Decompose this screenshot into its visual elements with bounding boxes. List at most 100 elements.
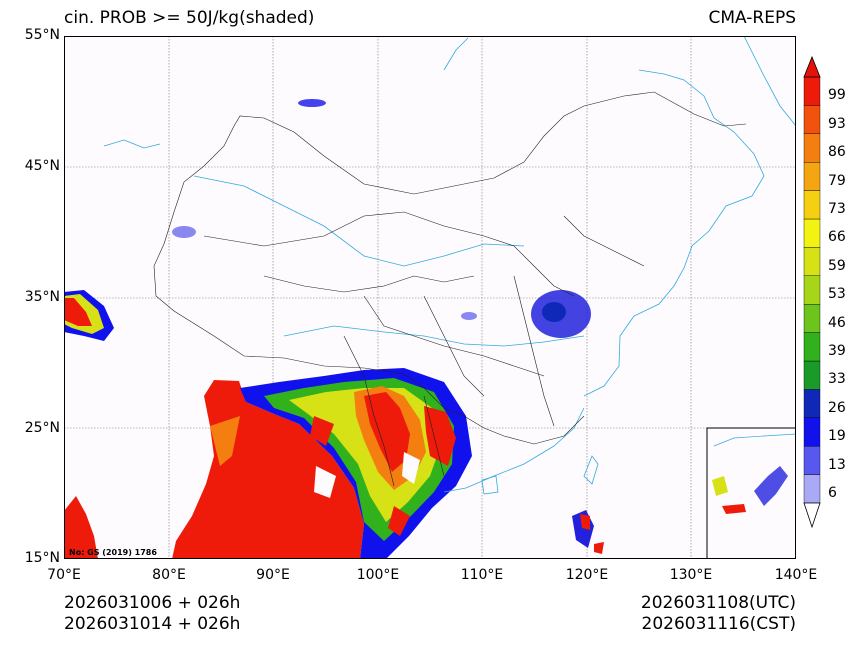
shade-gap-2	[402, 452, 420, 484]
colorbar-box	[803, 218, 821, 248]
colorbar-box	[803, 190, 821, 220]
shade-central-china-core	[542, 302, 566, 322]
shade-gulf-red	[388, 506, 410, 536]
colorbar-labels: 6 13 19 26 33 39 46 53 59 66 73 79 86 93 99	[828, 0, 860, 647]
border-china-south	[153, 243, 585, 445]
colorbar-box	[803, 161, 821, 191]
colorbar-tick-label: 86	[828, 144, 846, 161]
colorbar-tick-label: 73	[828, 201, 846, 217]
colorbar-tick-label: 6	[828, 485, 837, 501]
init-time-utc: 2026031006 + 026h	[64, 593, 241, 613]
map-panel	[64, 36, 796, 559]
colorbar-box	[803, 332, 821, 362]
colorbar-under-arrow	[803, 502, 821, 529]
shade-myanmar-red	[364, 392, 410, 472]
lat-label-15: 15°N	[24, 550, 60, 566]
colorbar-tick-label: 59	[828, 257, 846, 274]
coast-south	[443, 407, 585, 493]
valid-time-utc: 2026031108(UTC)	[640, 593, 796, 613]
lon-label-100: 100°E	[356, 567, 400, 583]
colorbar-tick-label: 53	[828, 286, 846, 303]
colorbar-box	[803, 133, 821, 163]
map-frame	[64, 36, 796, 559]
border-inner-6	[513, 275, 555, 427]
colorbar-tick-label: 66	[828, 229, 846, 246]
border-laos	[423, 395, 445, 477]
lon-label-90: 90°E	[256, 567, 290, 583]
inset-shade-red	[722, 504, 746, 514]
coast-taiwan	[583, 455, 599, 485]
colorbar-over-arrow	[803, 55, 821, 78]
river-yellow	[193, 175, 525, 267]
border-inner-5	[423, 295, 485, 397]
lat-label-25: 25°N	[24, 420, 60, 436]
model-name: CMA-REPS	[708, 8, 796, 28]
lon-label-130: 130°E	[669, 567, 713, 583]
lat-label-55: 55°N	[24, 27, 60, 43]
footer-init: 2026031006 + 026h 2026031014 + 026h	[64, 593, 240, 635]
border-inner-4	[443, 225, 575, 297]
shade-mongolia-blue	[298, 99, 326, 107]
colorbar	[803, 55, 821, 529]
shade-vietnam-red	[424, 406, 456, 466]
map-title: cin. PROB >= 50J/kg(shaded)	[64, 8, 315, 28]
border-myanmar	[343, 335, 395, 487]
shade-west-red	[64, 298, 92, 326]
shade-luzon-red	[580, 514, 590, 530]
river-yangtze	[283, 325, 585, 347]
shade-islands-red	[594, 542, 604, 554]
init-time-cst: 2026031014 + 026h	[64, 614, 241, 634]
shade-arabian-coast	[64, 496, 98, 559]
coast-northeast	[743, 36, 796, 127]
map-approval-note: No: GS (2019) 1786	[69, 548, 157, 557]
lon-label-70: 70°E	[47, 567, 81, 583]
colorbar-tick-label: 39	[828, 343, 846, 359]
inset-shade-blue	[754, 466, 788, 506]
colorbar-tick-label: 19	[828, 428, 846, 445]
lon-label-120: 120°E	[565, 567, 609, 583]
border-inner-7	[563, 215, 645, 267]
colorbar-boxes	[803, 76, 821, 504]
colorbar-box	[803, 389, 821, 418]
coast-hainan	[481, 475, 499, 495]
border-inner-2	[263, 275, 475, 293]
colorbar-box	[803, 275, 821, 305]
border-china-north	[163, 91, 747, 245]
shade-india-edge	[210, 416, 240, 466]
shade-sichuan-blue	[461, 312, 477, 320]
lon-label-140: 140°E	[774, 567, 818, 583]
lake-baikal	[443, 37, 469, 71]
coast-east	[583, 69, 765, 397]
footer-valid: 2026031108(UTC) 2026031116(CST)	[641, 593, 796, 635]
lake-balkhash	[103, 139, 161, 149]
border-inner-3	[363, 295, 545, 377]
colorbar-tick-label: 46	[828, 314, 846, 331]
colorbar-tick-label: 79	[828, 172, 846, 189]
colorbar-tick-label: 13	[828, 456, 846, 473]
colorbar-box	[803, 417, 821, 447]
coastlines	[103, 36, 796, 495]
lon-label-110: 110°E	[460, 567, 504, 583]
colorbar-box	[803, 76, 821, 106]
inset-shade-yellow	[712, 476, 728, 496]
shade-gap-1	[314, 466, 336, 498]
colorbar-tick-label: 26	[828, 399, 846, 416]
shade-bangladesh-red	[310, 416, 334, 446]
inset-coast-line	[713, 433, 796, 447]
colorbar-box	[803, 446, 821, 475]
colorbar-tick-label: 93	[828, 115, 846, 132]
lat-label-35: 35°N	[24, 289, 60, 305]
colorbar-box	[803, 247, 821, 276]
colorbar-tick-label: 33	[828, 371, 846, 388]
borders	[153, 91, 747, 487]
inset-coast	[713, 433, 796, 447]
colorbar-box	[803, 360, 821, 390]
shade-xinjiang-blue	[172, 226, 196, 238]
valid-time-cst: 2026031116(CST)	[641, 614, 796, 634]
colorbar-tick-label: 99	[828, 87, 846, 104]
lon-label-80: 80°E	[152, 567, 186, 583]
colorbar-box	[803, 105, 821, 135]
colorbar-box	[803, 474, 821, 504]
colorbar-box	[803, 303, 821, 333]
lat-label-45: 45°N	[24, 158, 60, 174]
